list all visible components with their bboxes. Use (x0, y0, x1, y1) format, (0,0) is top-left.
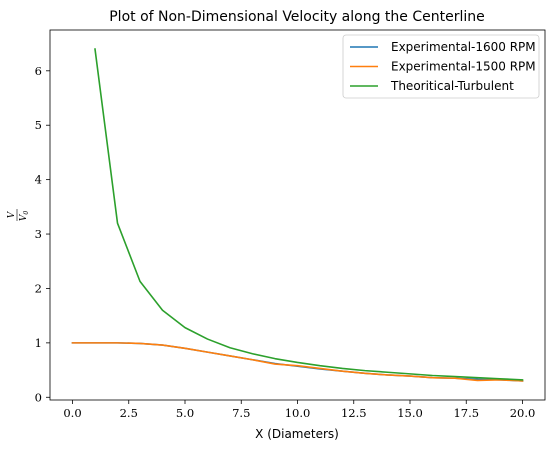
x-tick-label: 0.0 (63, 406, 81, 420)
legend-label-2: Experimental-1500 RPM (391, 60, 536, 74)
y-tick-label: 5 (35, 118, 42, 132)
y-tick-label: 1 (35, 336, 42, 350)
chart-title: Plot of Non-Dimensional Velocity along t… (109, 9, 485, 25)
y-tick-label: 6 (35, 64, 42, 78)
x-tick-label: 2.5 (120, 406, 138, 420)
legend-label-3: Theoritical-Turbulent (390, 79, 514, 93)
legend: Experimental-1600 RPM Experimental-1500 R… (342, 34, 540, 99)
legend-frame (342, 34, 540, 99)
x-tick-label: 12.5 (341, 406, 367, 420)
y-axis: 0 1 2 3 4 5 6 (35, 64, 50, 404)
y-axis-label: V V0 (7, 209, 30, 221)
y-tick-label: 4 (35, 173, 42, 187)
series-layer (71, 48, 524, 382)
x-tick-label: 5.0 (176, 406, 194, 420)
y-tick-label: 2 (35, 281, 42, 295)
y-label-denominator: V0 (19, 211, 30, 222)
series-line-3 (94, 48, 524, 381)
x-tick-label: 15.0 (397, 406, 423, 420)
x-tick-label: 20.0 (510, 406, 536, 420)
x-tick-label: 7.5 (232, 406, 250, 420)
x-tick-label: 10.0 (285, 406, 311, 420)
x-axis-label: X (Diameters) (255, 427, 339, 441)
legend-label-1: Experimental-1600 RPM (391, 40, 536, 54)
y-tick-label: 0 (35, 390, 42, 404)
x-tick-label: 17.5 (453, 406, 479, 420)
y-tick-label: 3 (35, 227, 42, 241)
x-axis: 0.0 2.5 5.0 7.5 10.0 12.5 15.0 17.5 20.0 (63, 400, 535, 420)
series-line-2 (71, 342, 524, 382)
y-label-numerator: V (7, 210, 17, 218)
